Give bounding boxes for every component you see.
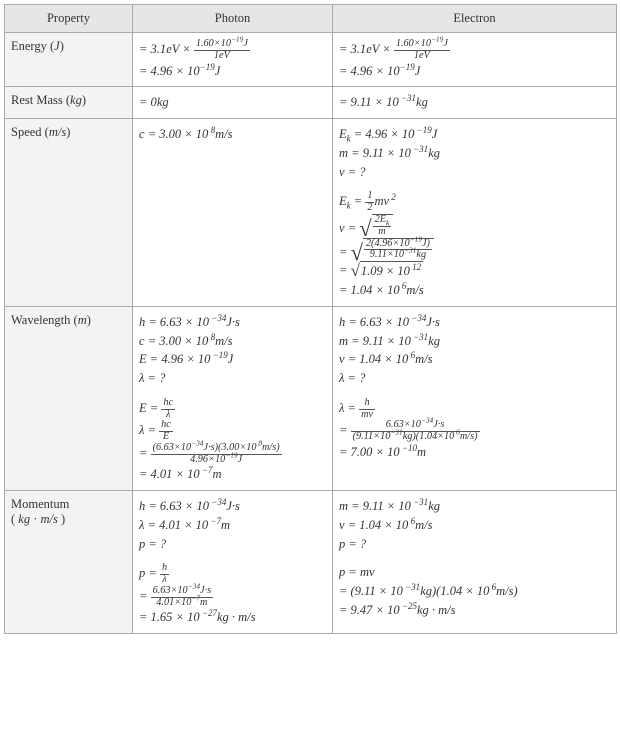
prop-wavelength: Wavelength (m) xyxy=(5,306,133,490)
electron-speed: Ek = 4.96 × 10 −19J m = 9.11 × 10 −31kg … xyxy=(333,119,617,307)
row-energy: Energy (J) = 3.1eV × 1.60×10−19J1eV = 4.… xyxy=(5,33,617,87)
row-restmass: Rest Mass (kg) = 0kg = 9.11 × 10 −31kg xyxy=(5,87,617,119)
photon-speed: c = 3.00 × 10 8m/s xyxy=(133,119,333,307)
row-speed: Speed (m/s) c = 3.00 × 10 8m/s Ek = 4.96… xyxy=(5,119,617,307)
electron-restmass: = 9.11 × 10 −31kg xyxy=(333,87,617,119)
prop-restmass: Rest Mass (kg) xyxy=(5,87,133,119)
prop-speed: Speed (m/s) xyxy=(5,119,133,307)
row-momentum: Momentum ( kg · m/s ) h = 6.63 × 10 −34J… xyxy=(5,491,617,634)
prop-momentum: Momentum ( kg · m/s ) xyxy=(5,491,133,634)
electron-momentum: m = 9.11 × 10 −31kg v = 1.04 × 10 6m/s p… xyxy=(333,491,617,634)
col-property: Property xyxy=(5,5,133,33)
photon-momentum: h = 6.63 × 10 −34J·s λ = 4.01 × 10 −7m p… xyxy=(133,491,333,634)
electron-wavelength: h = 6.63 × 10 −34J·s m = 9.11 × 10 −31kg… xyxy=(333,306,617,490)
comparison-table: Property Photon Electron Energy (J) = 3.… xyxy=(4,4,617,634)
electron-energy: = 3.1eV × 1.60×10−19J1eV = 4.96 × 10−19J xyxy=(333,33,617,87)
prop-energy: Energy (J) xyxy=(5,33,133,87)
photon-wavelength: h = 6.63 × 10 −34J·s c = 3.00 × 10 8m/s … xyxy=(133,306,333,490)
photon-energy: = 3.1eV × 1.60×10−19J1eV = 4.96 × 10−19J xyxy=(133,33,333,87)
col-photon: Photon xyxy=(133,5,333,33)
header-row: Property Photon Electron xyxy=(5,5,617,33)
row-wavelength: Wavelength (m) h = 6.63 × 10 −34J·s c = … xyxy=(5,306,617,490)
col-electron: Electron xyxy=(333,5,617,33)
photon-restmass: = 0kg xyxy=(133,87,333,119)
